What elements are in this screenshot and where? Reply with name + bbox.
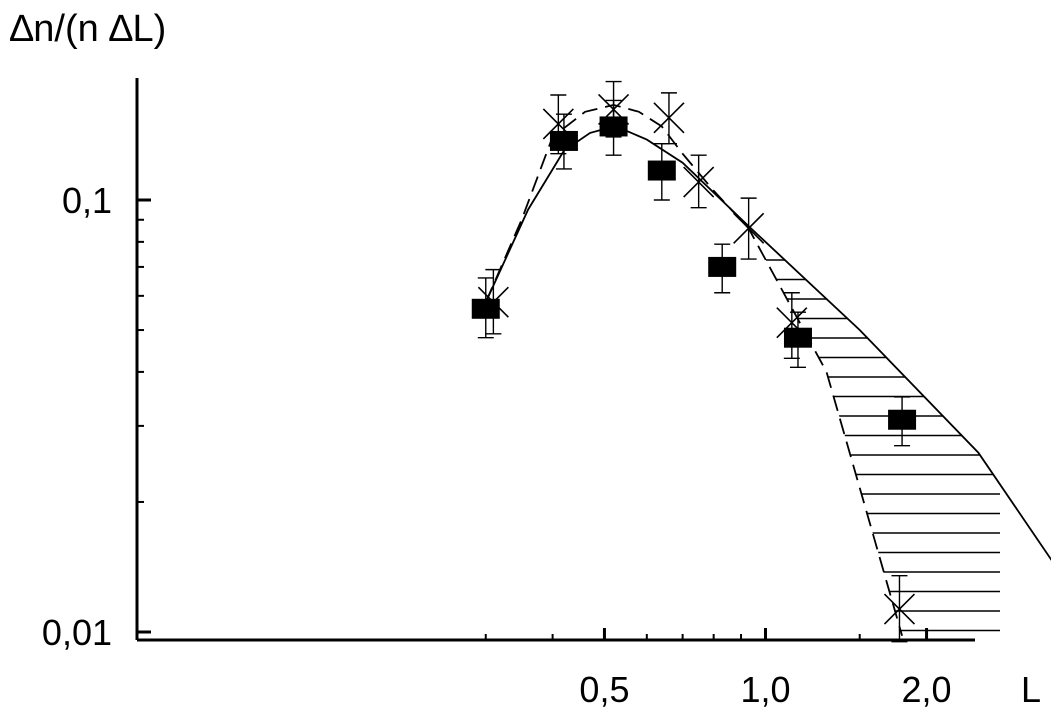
fit-curves (484, 103, 1051, 637)
square-marker (647, 160, 676, 181)
tick-labels: 0,51,02,04,00,010,1L (42, 180, 1041, 710)
y-tick-label: 0,1 (62, 180, 112, 221)
square-marker (549, 130, 578, 151)
error-bars (477, 80, 911, 643)
square-marker (888, 409, 917, 430)
cross-marker (683, 166, 715, 198)
axes (135, 78, 975, 642)
cross-marker (733, 212, 765, 244)
x-tick-label: 1,0 (740, 669, 790, 710)
cross-marker (653, 102, 685, 134)
square-marker (708, 256, 737, 277)
square-marker (599, 116, 628, 137)
cross-marker (776, 307, 808, 339)
cross-marker (542, 108, 574, 140)
square-marker (783, 327, 812, 348)
x-tick-label: 2,0 (902, 669, 952, 710)
x-axis-title: L (1021, 669, 1041, 710)
y-axis-title: ∆n/(n ∆L) (10, 8, 167, 50)
cross-marker (883, 593, 916, 625)
dashed-curve (484, 103, 903, 637)
solid-curve (484, 128, 1051, 561)
data-markers (471, 93, 917, 625)
y-tick-label: 0,01 (42, 612, 112, 653)
cross-marker (597, 93, 630, 126)
cross-marker (477, 286, 509, 318)
x-tick-label: 0,5 (579, 669, 629, 710)
